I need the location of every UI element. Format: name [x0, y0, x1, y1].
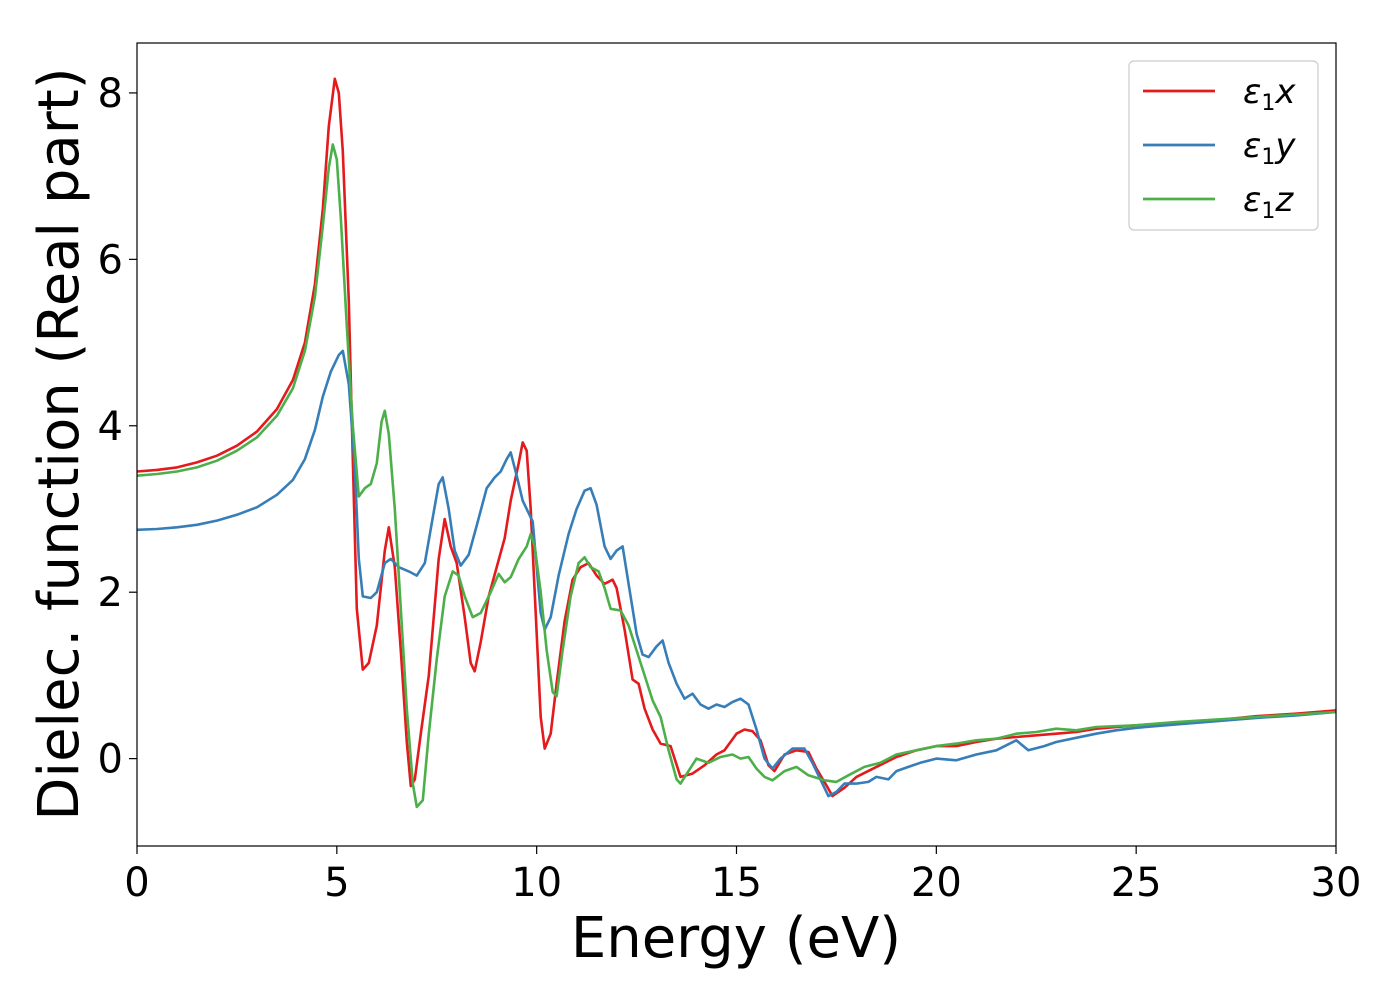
legend-label-x: ε1x — [1243, 72, 1296, 116]
legend-label-y: ε1y — [1243, 126, 1296, 170]
series-line-y — [136, 349, 1337, 798]
x-tick-label: 15 — [711, 860, 762, 906]
y-tick-label: 8 — [98, 71, 123, 117]
x-tick-label: 25 — [1111, 860, 1162, 906]
legend-box — [1128, 60, 1319, 231]
x-tick-label: 5 — [324, 860, 349, 906]
x-axis: 0 5 10 15 20 25 30 — [124, 846, 1361, 906]
x-tick-label: 30 — [1311, 860, 1362, 906]
x-tick-label: 10 — [511, 860, 562, 906]
x-axis-title: Energy (eV) — [571, 906, 901, 971]
y-tick-label: 4 — [98, 404, 123, 450]
series-layer — [136, 77, 1337, 809]
legend: ε1x ε1y ε1z — [1128, 60, 1319, 231]
y-axis: 0 2 4 6 8 — [98, 71, 137, 783]
series-line-z — [136, 143, 1337, 809]
y-tick-label: 0 — [98, 737, 123, 783]
x-tick-label: 20 — [911, 860, 962, 906]
y-tick-label: 6 — [98, 237, 123, 283]
y-axis-title: Dielec. function (Real part) — [27, 67, 92, 820]
legend-label-z: ε1z — [1243, 180, 1294, 224]
series-line-x — [136, 77, 1337, 798]
x-tick-label: 0 — [124, 860, 149, 906]
y-tick-label: 2 — [98, 570, 123, 616]
